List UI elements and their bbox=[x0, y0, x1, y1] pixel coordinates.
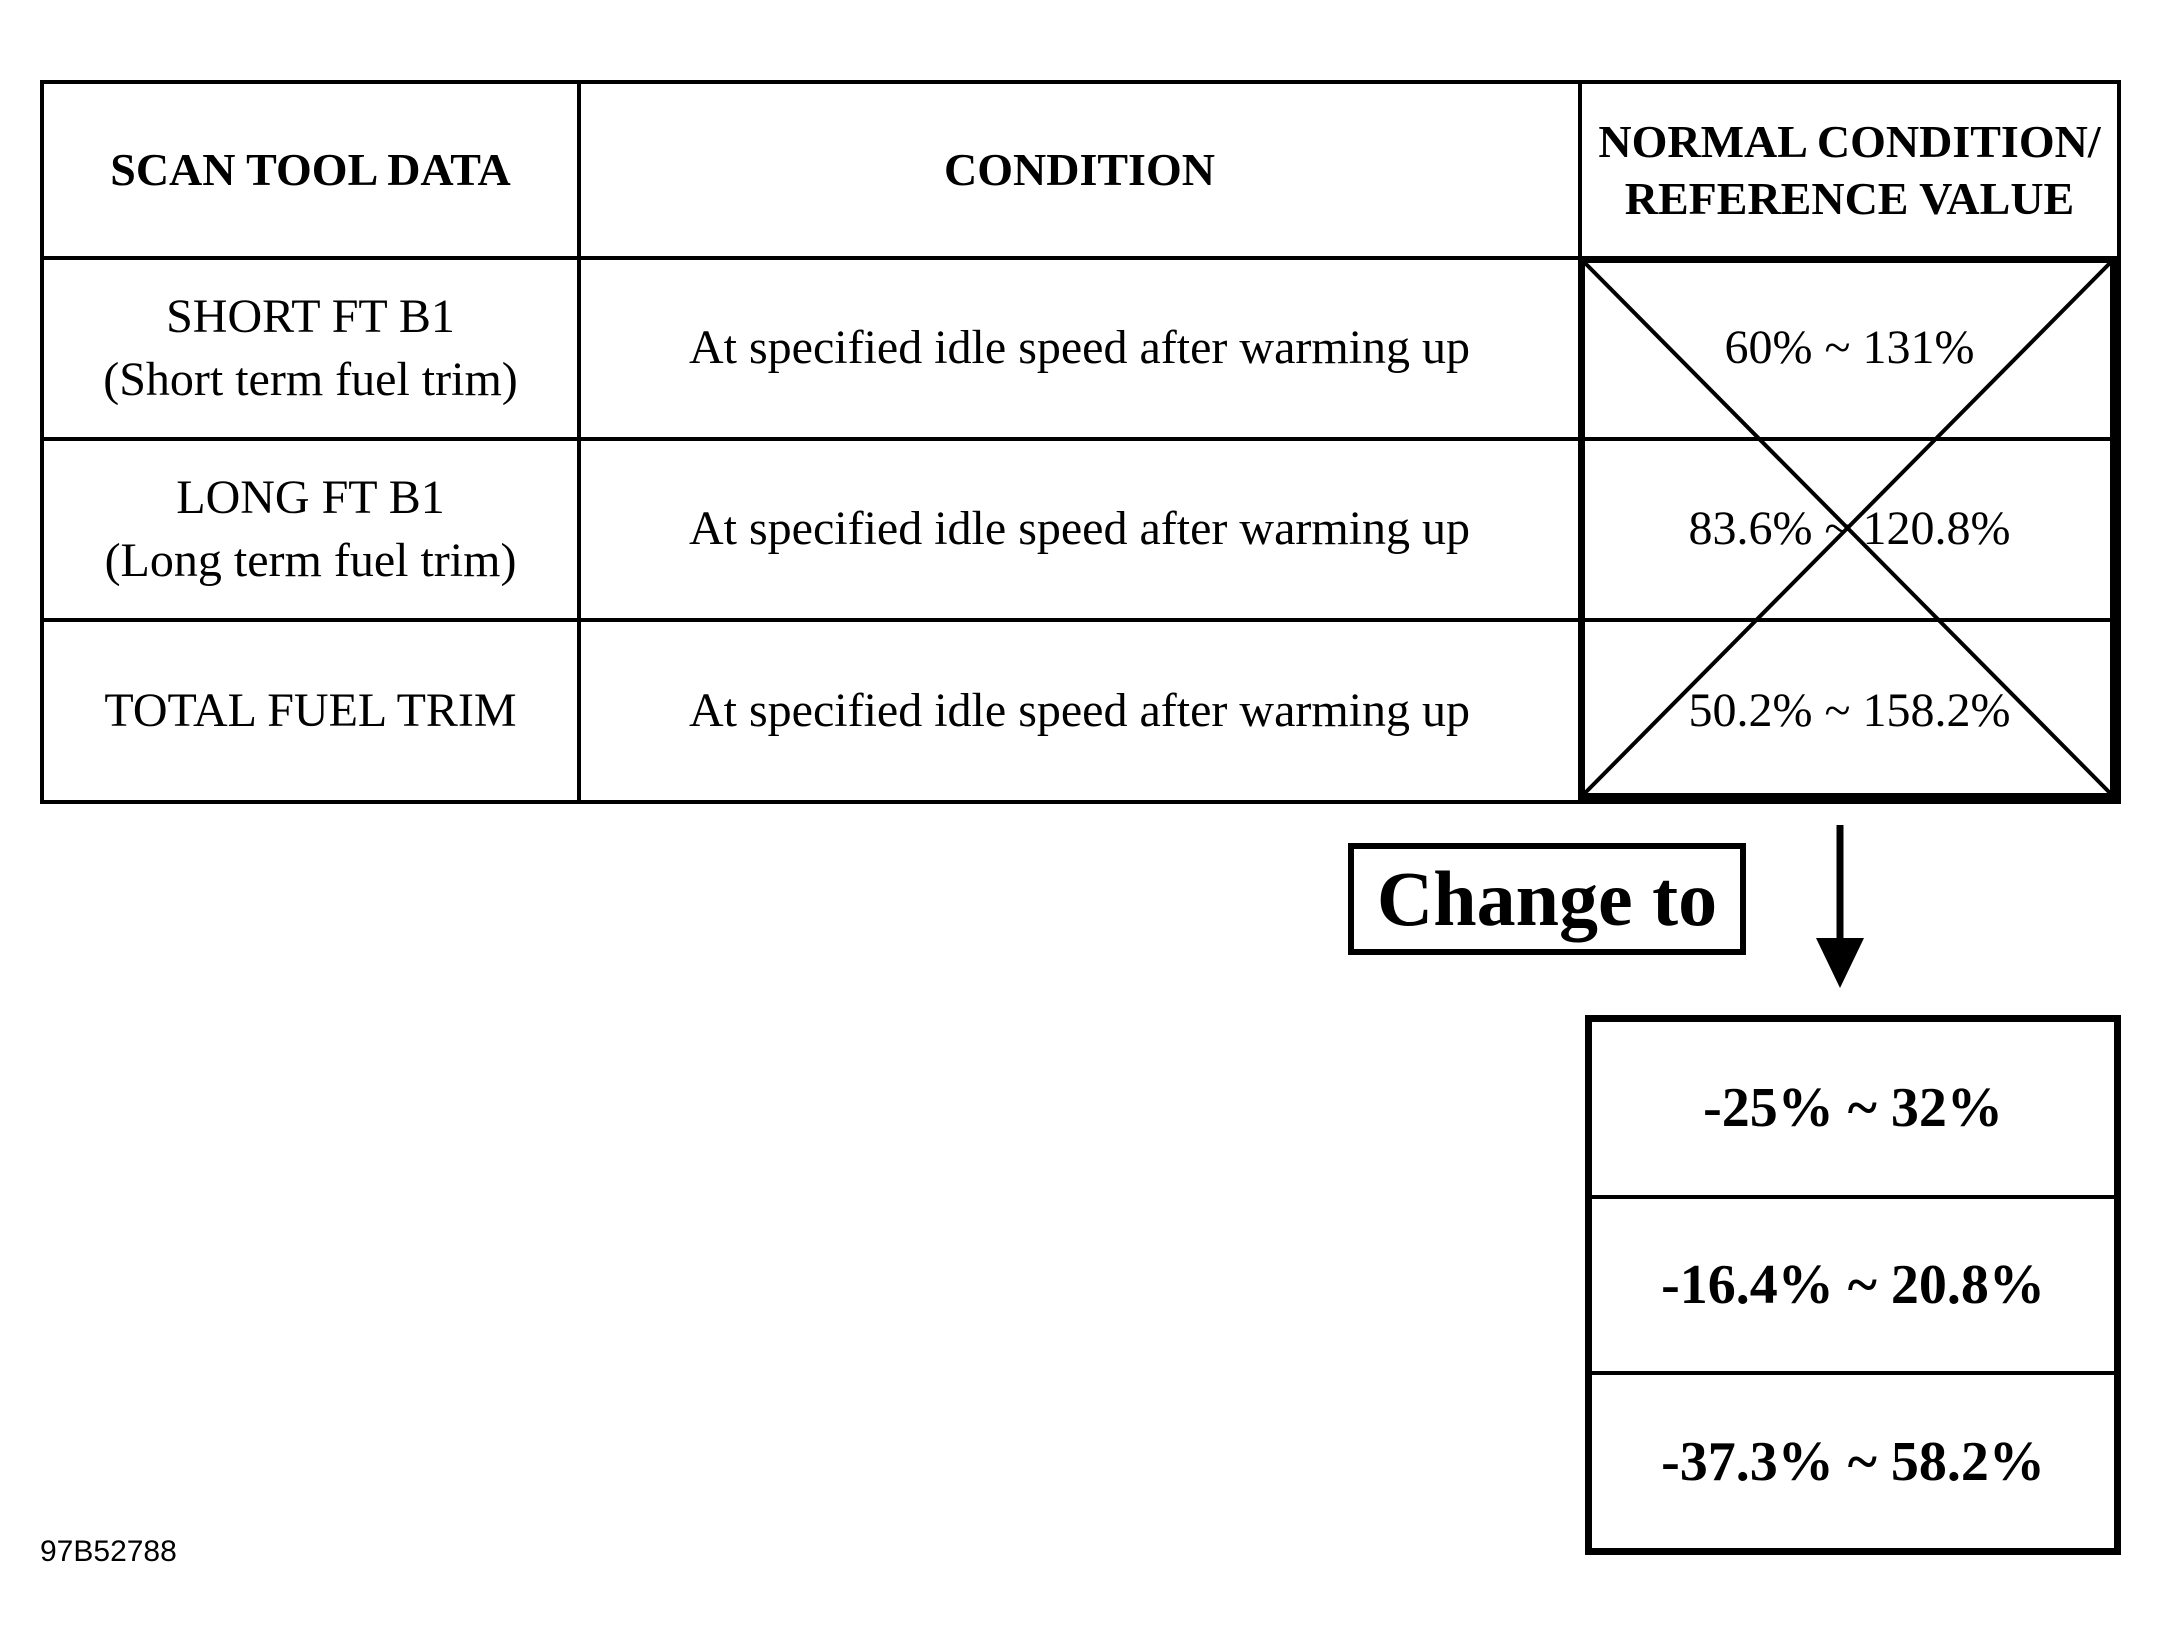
row-item-line2: (Long term fuel trim) bbox=[104, 533, 517, 587]
header-reference-line1: NORMAL CONDITION/ bbox=[1598, 115, 2101, 167]
table-row: TOTAL FUEL TRIM At specified idle speed … bbox=[40, 618, 2121, 804]
header-scan-tool-data: SCAN TOOL DATA bbox=[40, 80, 581, 260]
new-reference-table: -25% ~ 32% -16.4% ~ 20.8% -37.3% ~ 58.2% bbox=[1588, 1018, 2118, 1552]
header-reference-value: NORMAL CONDITION/ REFERENCE VALUE bbox=[1578, 80, 2121, 260]
new-value-total-ft: -37.3% ~ 58.2% bbox=[1588, 1371, 2118, 1552]
row-condition: At specified idle speed after warming up bbox=[577, 618, 1582, 804]
arrow-down-icon bbox=[1816, 825, 1864, 988]
table-row: SHORT FT B1 (Short term fuel trim) At sp… bbox=[40, 256, 2121, 441]
table-row: -37.3% ~ 58.2% bbox=[1588, 1371, 2118, 1552]
new-value-short-ft: -25% ~ 32% bbox=[1588, 1018, 2118, 1199]
change-to-label: Change to bbox=[1348, 843, 1746, 955]
row-item-line1: LONG FT B1 bbox=[176, 471, 445, 525]
scan-tool-data-table: SCAN TOOL DATA CONDITION NORMAL CONDITIO… bbox=[40, 80, 2121, 804]
header-condition: CONDITION bbox=[577, 80, 1582, 260]
row-item: LONG FT B1 (Long term fuel trim) bbox=[40, 437, 581, 622]
row-item-line1: TOTAL FUEL TRIM bbox=[104, 683, 517, 737]
table-row: -16.4% ~ 20.8% bbox=[1588, 1194, 2118, 1376]
row-old-value: 50.2% ~ 158.2% bbox=[1578, 618, 2121, 804]
figure-id: 97B52788 bbox=[40, 1535, 177, 1568]
row-condition: At specified idle speed after warming up bbox=[577, 437, 1582, 622]
row-item-line1: SHORT FT B1 bbox=[166, 290, 455, 344]
header-reference-line2: REFERENCE VALUE bbox=[1624, 173, 2075, 224]
row-old-value: 60% ~ 131% bbox=[1578, 256, 2121, 441]
row-item-line2: (Short term fuel trim) bbox=[103, 352, 518, 406]
row-old-value: 83.6% ~ 120.8% bbox=[1578, 437, 2121, 622]
table-row: -25% ~ 32% bbox=[1588, 1018, 2118, 1199]
table-header-row: SCAN TOOL DATA CONDITION NORMAL CONDITIO… bbox=[40, 80, 2121, 260]
row-condition: At specified idle speed after warming up bbox=[577, 256, 1582, 441]
row-item: SHORT FT B1 (Short term fuel trim) bbox=[40, 256, 581, 441]
row-item: TOTAL FUEL TRIM bbox=[40, 618, 581, 804]
table-row: LONG FT B1 (Long term fuel trim) At spec… bbox=[40, 437, 2121, 622]
new-value-long-ft: -16.4% ~ 20.8% bbox=[1588, 1194, 2118, 1376]
